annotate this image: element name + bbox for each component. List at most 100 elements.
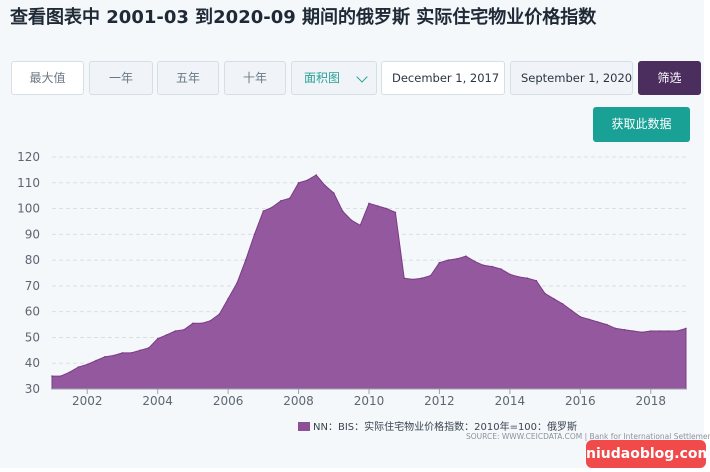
data-point	[121, 352, 124, 354]
series-area	[51, 174, 687, 390]
chart-type-value: 面积图	[304, 71, 341, 85]
data-point	[570, 309, 573, 312]
data-point	[650, 330, 652, 332]
data-point	[148, 347, 150, 349]
data-point	[482, 264, 485, 267]
data-point	[315, 174, 318, 176]
data-point	[262, 210, 265, 212]
data-point	[667, 330, 670, 332]
data-point	[597, 321, 599, 323]
range-10y-button[interactable]: 十年	[224, 61, 286, 95]
data-point	[174, 330, 177, 332]
data-point	[165, 334, 168, 336]
x-tick-label: 2014	[495, 394, 526, 408]
data-point	[350, 219, 353, 221]
data-point	[509, 273, 511, 276]
data-point	[183, 328, 185, 331]
data-point	[139, 349, 141, 352]
area-chart: 30 40 50 60 70 80 90 100 110 120 2002 2004 2006 2008 2…	[17, 150, 687, 408]
y-tick-label: 60	[25, 305, 40, 319]
data-point	[68, 371, 71, 374]
range-1y-button[interactable]: 一年	[89, 61, 153, 95]
data-point	[86, 363, 88, 366]
y-tick-label: 80	[25, 253, 40, 267]
data-point	[500, 268, 502, 270]
y-tick-label: 40	[25, 356, 40, 370]
chart-type-select[interactable]: 面积图	[291, 61, 377, 95]
data-point	[438, 261, 441, 264]
data-point	[676, 330, 678, 332]
x-tick-label: 2012	[424, 394, 455, 408]
data-point	[579, 316, 582, 318]
end-date-input[interactable]: September 1, 2020	[510, 61, 633, 95]
data-point	[517, 276, 520, 278]
data-point	[491, 265, 494, 268]
data-point	[447, 259, 450, 261]
data-point	[544, 292, 546, 295]
data-point	[218, 313, 221, 316]
get-data-button[interactable]: 获取此数据	[593, 107, 690, 142]
x-tick-label: 2010	[354, 394, 385, 408]
data-point	[156, 337, 159, 340]
y-tick-label: 90	[25, 227, 40, 241]
y-tick-label: 50	[25, 330, 40, 344]
data-point	[377, 205, 379, 207]
data-point	[403, 277, 406, 280]
data-point	[192, 322, 194, 325]
data-point	[200, 322, 203, 325]
data-point	[236, 282, 238, 285]
legend-label: NN：BIS：实际住宅物业价格指数：2010年=100：俄罗斯	[313, 422, 578, 433]
range-5y-button[interactable]: 五年	[157, 61, 219, 95]
data-point	[209, 319, 212, 322]
data-point	[95, 359, 97, 362]
data-point	[465, 255, 467, 257]
data-point	[112, 354, 115, 357]
data-point	[394, 211, 397, 214]
data-point	[280, 200, 282, 202]
data-point	[412, 278, 414, 281]
data-point	[421, 277, 423, 280]
start-date-input[interactable]: December 1, 2017	[381, 61, 505, 95]
x-tick-label: 2008	[283, 394, 314, 408]
data-point	[130, 352, 133, 354]
data-point	[561, 303, 564, 305]
y-tick-label: 120	[17, 150, 40, 164]
data-point	[429, 274, 432, 277]
data-point	[77, 366, 80, 368]
data-point	[359, 224, 362, 227]
source-note: SOURCE: WWW.CEICDATA.COM | Bank for Inte…	[466, 432, 710, 441]
data-point	[289, 197, 291, 199]
y-tick-label: 70	[25, 279, 40, 293]
data-point	[253, 233, 256, 236]
data-point	[614, 327, 617, 330]
x-tick-label: 2016	[565, 394, 596, 408]
range-max-button[interactable]: 最大值	[11, 61, 84, 95]
y-tick-label: 100	[17, 202, 40, 216]
data-point	[306, 179, 309, 181]
watermark: niudaoblog.com	[586, 440, 710, 468]
x-tick-label: 2002	[72, 394, 103, 408]
data-point	[641, 331, 643, 334]
data-point	[297, 182, 300, 184]
data-point	[333, 192, 335, 194]
y-tick-label: 110	[17, 176, 40, 190]
data-point	[271, 206, 273, 209]
chart-legend[interactable]: NN：BIS：实际住宅物业价格指数：2010年=100：俄罗斯	[298, 418, 577, 433]
y-tick-label: 30	[25, 382, 40, 396]
data-point	[324, 184, 326, 187]
data-point	[104, 356, 106, 358]
data-point	[535, 279, 538, 282]
data-point	[685, 327, 687, 330]
x-tick-label: 2004	[142, 394, 173, 408]
filter-button[interactable]: 筛选	[638, 61, 701, 95]
data-point	[341, 210, 344, 212]
data-point	[473, 260, 476, 263]
data-point	[658, 330, 661, 332]
data-point	[553, 298, 555, 300]
data-point	[526, 277, 529, 280]
data-point	[456, 258, 458, 260]
data-point	[632, 330, 634, 332]
data-point	[244, 259, 247, 261]
data-point	[51, 375, 53, 377]
x-tick-label: 2018	[636, 394, 667, 408]
